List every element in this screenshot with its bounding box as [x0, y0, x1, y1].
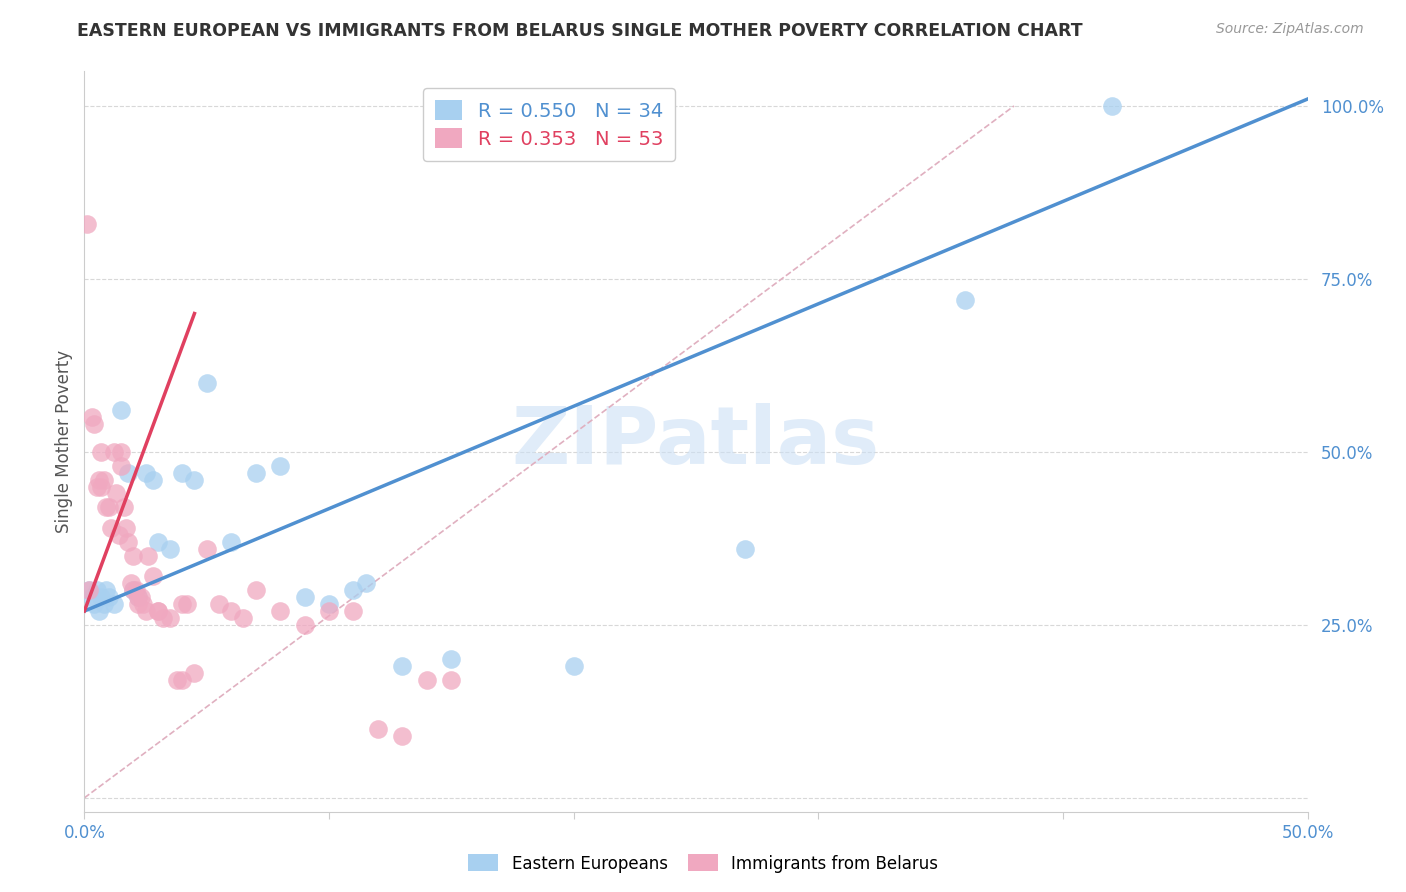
Point	[146, 604, 169, 618]
Point	[117, 466, 139, 480]
Point	[208, 597, 231, 611]
Point	[232, 611, 254, 625]
Point	[105, 486, 128, 500]
Text: EASTERN EUROPEAN VS IMMIGRANTS FROM BELARUS SINGLE MOTHER POVERTY CORRELATION CH: EASTERN EUROPEAN VS IMMIGRANTS FROM BELA…	[77, 22, 1083, 40]
Point	[176, 597, 198, 611]
Point	[142, 569, 165, 583]
Point	[172, 597, 194, 611]
Point	[367, 722, 389, 736]
Point	[125, 583, 148, 598]
Point	[195, 376, 218, 390]
Point	[96, 500, 118, 515]
Point	[135, 466, 157, 480]
Point	[110, 458, 132, 473]
Point	[80, 410, 103, 425]
Point	[86, 479, 108, 493]
Y-axis label: Single Mother Poverty: Single Mother Poverty	[55, 350, 73, 533]
Point	[132, 597, 155, 611]
Legend: Eastern Europeans, Immigrants from Belarus: Eastern Europeans, Immigrants from Belar…	[461, 847, 945, 880]
Point	[172, 466, 194, 480]
Point	[87, 604, 110, 618]
Point	[86, 583, 108, 598]
Point	[110, 403, 132, 417]
Point	[318, 604, 340, 618]
Point	[103, 597, 125, 611]
Point	[127, 591, 149, 605]
Point	[96, 583, 118, 598]
Point	[269, 604, 291, 618]
Point	[76, 217, 98, 231]
Point	[269, 458, 291, 473]
Point	[219, 604, 242, 618]
Point	[146, 604, 169, 618]
Point	[112, 500, 135, 515]
Point	[127, 597, 149, 611]
Point	[77, 583, 100, 598]
Point	[391, 659, 413, 673]
Point	[440, 673, 463, 688]
Point	[136, 549, 159, 563]
Point	[117, 534, 139, 549]
Point	[562, 659, 585, 673]
Point	[83, 597, 105, 611]
Point	[110, 445, 132, 459]
Point	[245, 583, 267, 598]
Point	[97, 500, 120, 515]
Point	[152, 611, 174, 625]
Point	[166, 673, 188, 688]
Point	[159, 611, 181, 625]
Point	[83, 417, 105, 432]
Point	[97, 591, 120, 605]
Point	[245, 466, 267, 480]
Point	[183, 666, 205, 681]
Point	[100, 521, 122, 535]
Point	[1101, 99, 1123, 113]
Point	[294, 618, 316, 632]
Point	[90, 445, 112, 459]
Point	[107, 528, 129, 542]
Point	[146, 534, 169, 549]
Point	[122, 549, 145, 563]
Point	[342, 583, 364, 598]
Point	[103, 445, 125, 459]
Point	[734, 541, 756, 556]
Text: Source: ZipAtlas.com: Source: ZipAtlas.com	[1216, 22, 1364, 37]
Point	[195, 541, 218, 556]
Point	[93, 597, 115, 611]
Legend: R = 0.550   N = 34, R = 0.353   N = 53: R = 0.550 N = 34, R = 0.353 N = 53	[423, 88, 675, 161]
Point	[172, 673, 194, 688]
Point	[219, 534, 242, 549]
Point	[354, 576, 377, 591]
Point	[90, 591, 112, 605]
Point	[159, 541, 181, 556]
Point	[294, 591, 316, 605]
Point	[391, 729, 413, 743]
Point	[127, 591, 149, 605]
Point	[318, 597, 340, 611]
Point	[183, 473, 205, 487]
Point	[90, 479, 112, 493]
Point	[93, 473, 115, 487]
Point	[122, 583, 145, 598]
Point	[80, 591, 103, 605]
Point	[115, 521, 138, 535]
Point	[440, 652, 463, 666]
Point	[87, 473, 110, 487]
Point	[135, 604, 157, 618]
Point	[122, 583, 145, 598]
Point	[416, 673, 439, 688]
Point	[953, 293, 976, 307]
Text: ZIPatlas: ZIPatlas	[512, 402, 880, 481]
Point	[77, 583, 100, 598]
Point	[342, 604, 364, 618]
Point	[129, 591, 152, 605]
Point	[120, 576, 142, 591]
Point	[142, 473, 165, 487]
